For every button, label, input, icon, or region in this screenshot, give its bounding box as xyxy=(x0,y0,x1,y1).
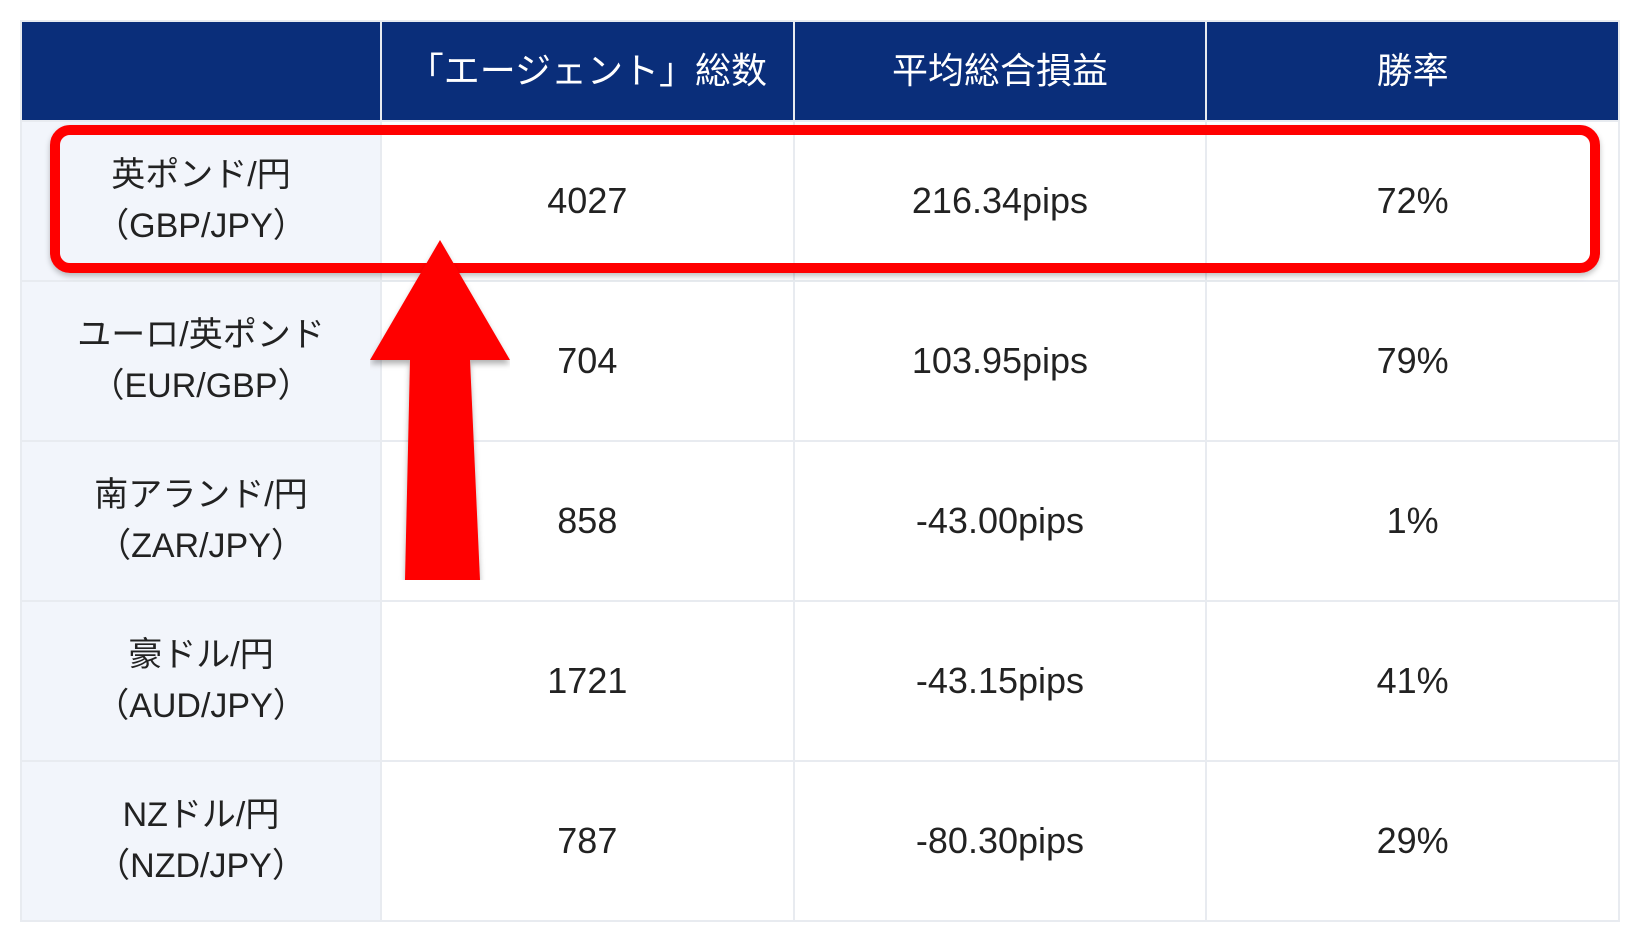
cell-avg-pl: -43.00pips xyxy=(794,441,1207,601)
table-row: NZドル/円 （NZD/JPY） 787 -80.30pips 29% xyxy=(21,761,1619,921)
pair-name-code: （NZD/JPY） xyxy=(96,847,306,885)
cell-agents: 858 xyxy=(381,441,794,601)
cell-avg-pl: -43.15pips xyxy=(794,601,1207,761)
col-header-pair xyxy=(21,21,381,121)
pair-name-code: （GBP/JPY） xyxy=(95,207,307,245)
cell-agents: 704 xyxy=(381,281,794,441)
cell-agents: 787 xyxy=(381,761,794,921)
cell-winrate: 29% xyxy=(1206,761,1619,921)
table-row: 南アランド/円 （ZAR/JPY） 858 -43.00pips 1% xyxy=(21,441,1619,601)
cell-winrate: 41% xyxy=(1206,601,1619,761)
cell-winrate: 79% xyxy=(1206,281,1619,441)
pair-name-jp: 南アランド/円 xyxy=(94,476,307,514)
table-row: 英ポンド/円 （GBP/JPY） 4027 216.34pips 72% xyxy=(21,121,1619,281)
cell-agents: 1721 xyxy=(381,601,794,761)
col-header-winrate: 勝率 xyxy=(1206,21,1619,121)
table-body: 英ポンド/円 （GBP/JPY） 4027 216.34pips 72% ユーロ… xyxy=(21,121,1619,921)
row-header: 南アランド/円 （ZAR/JPY） xyxy=(21,441,381,601)
cell-winrate: 1% xyxy=(1206,441,1619,601)
pair-name-jp: 英ポンド/円 xyxy=(111,156,290,194)
currency-pair-table-wrap: 「エージェント」総数 平均総合損益 勝率 英ポンド/円 （GBP/JPY） 40… xyxy=(20,20,1620,922)
row-header: ユーロ/英ポンド （EUR/GBP） xyxy=(21,281,381,441)
cell-agents: 4027 xyxy=(381,121,794,281)
row-header: 英ポンド/円 （GBP/JPY） xyxy=(21,121,381,281)
pair-name-code: （ZAR/JPY） xyxy=(97,527,305,565)
table-header: 「エージェント」総数 平均総合損益 勝率 xyxy=(21,21,1619,121)
pair-name-jp: NZドル/円 xyxy=(123,796,280,834)
pair-name-jp: ユーロ/英ポンド xyxy=(77,316,324,354)
cell-avg-pl: 103.95pips xyxy=(794,281,1207,441)
row-header: NZドル/円 （NZD/JPY） xyxy=(21,761,381,921)
cell-avg-pl: 216.34pips xyxy=(794,121,1207,281)
row-header: 豪ドル/円 （AUD/JPY） xyxy=(21,601,381,761)
cell-winrate: 72% xyxy=(1206,121,1619,281)
pair-name-jp: 豪ドル/円 xyxy=(128,636,273,674)
col-header-agents: 「エージェント」総数 xyxy=(381,21,794,121)
pair-name-code: （EUR/GBP） xyxy=(90,367,311,405)
table-row: 豪ドル/円 （AUD/JPY） 1721 -43.15pips 41% xyxy=(21,601,1619,761)
col-header-avg-pl: 平均総合損益 xyxy=(794,21,1207,121)
cell-avg-pl: -80.30pips xyxy=(794,761,1207,921)
currency-pair-table: 「エージェント」総数 平均総合損益 勝率 英ポンド/円 （GBP/JPY） 40… xyxy=(20,20,1620,922)
pair-name-code: （AUD/JPY） xyxy=(95,687,307,725)
table-row: ユーロ/英ポンド （EUR/GBP） 704 103.95pips 79% xyxy=(21,281,1619,441)
